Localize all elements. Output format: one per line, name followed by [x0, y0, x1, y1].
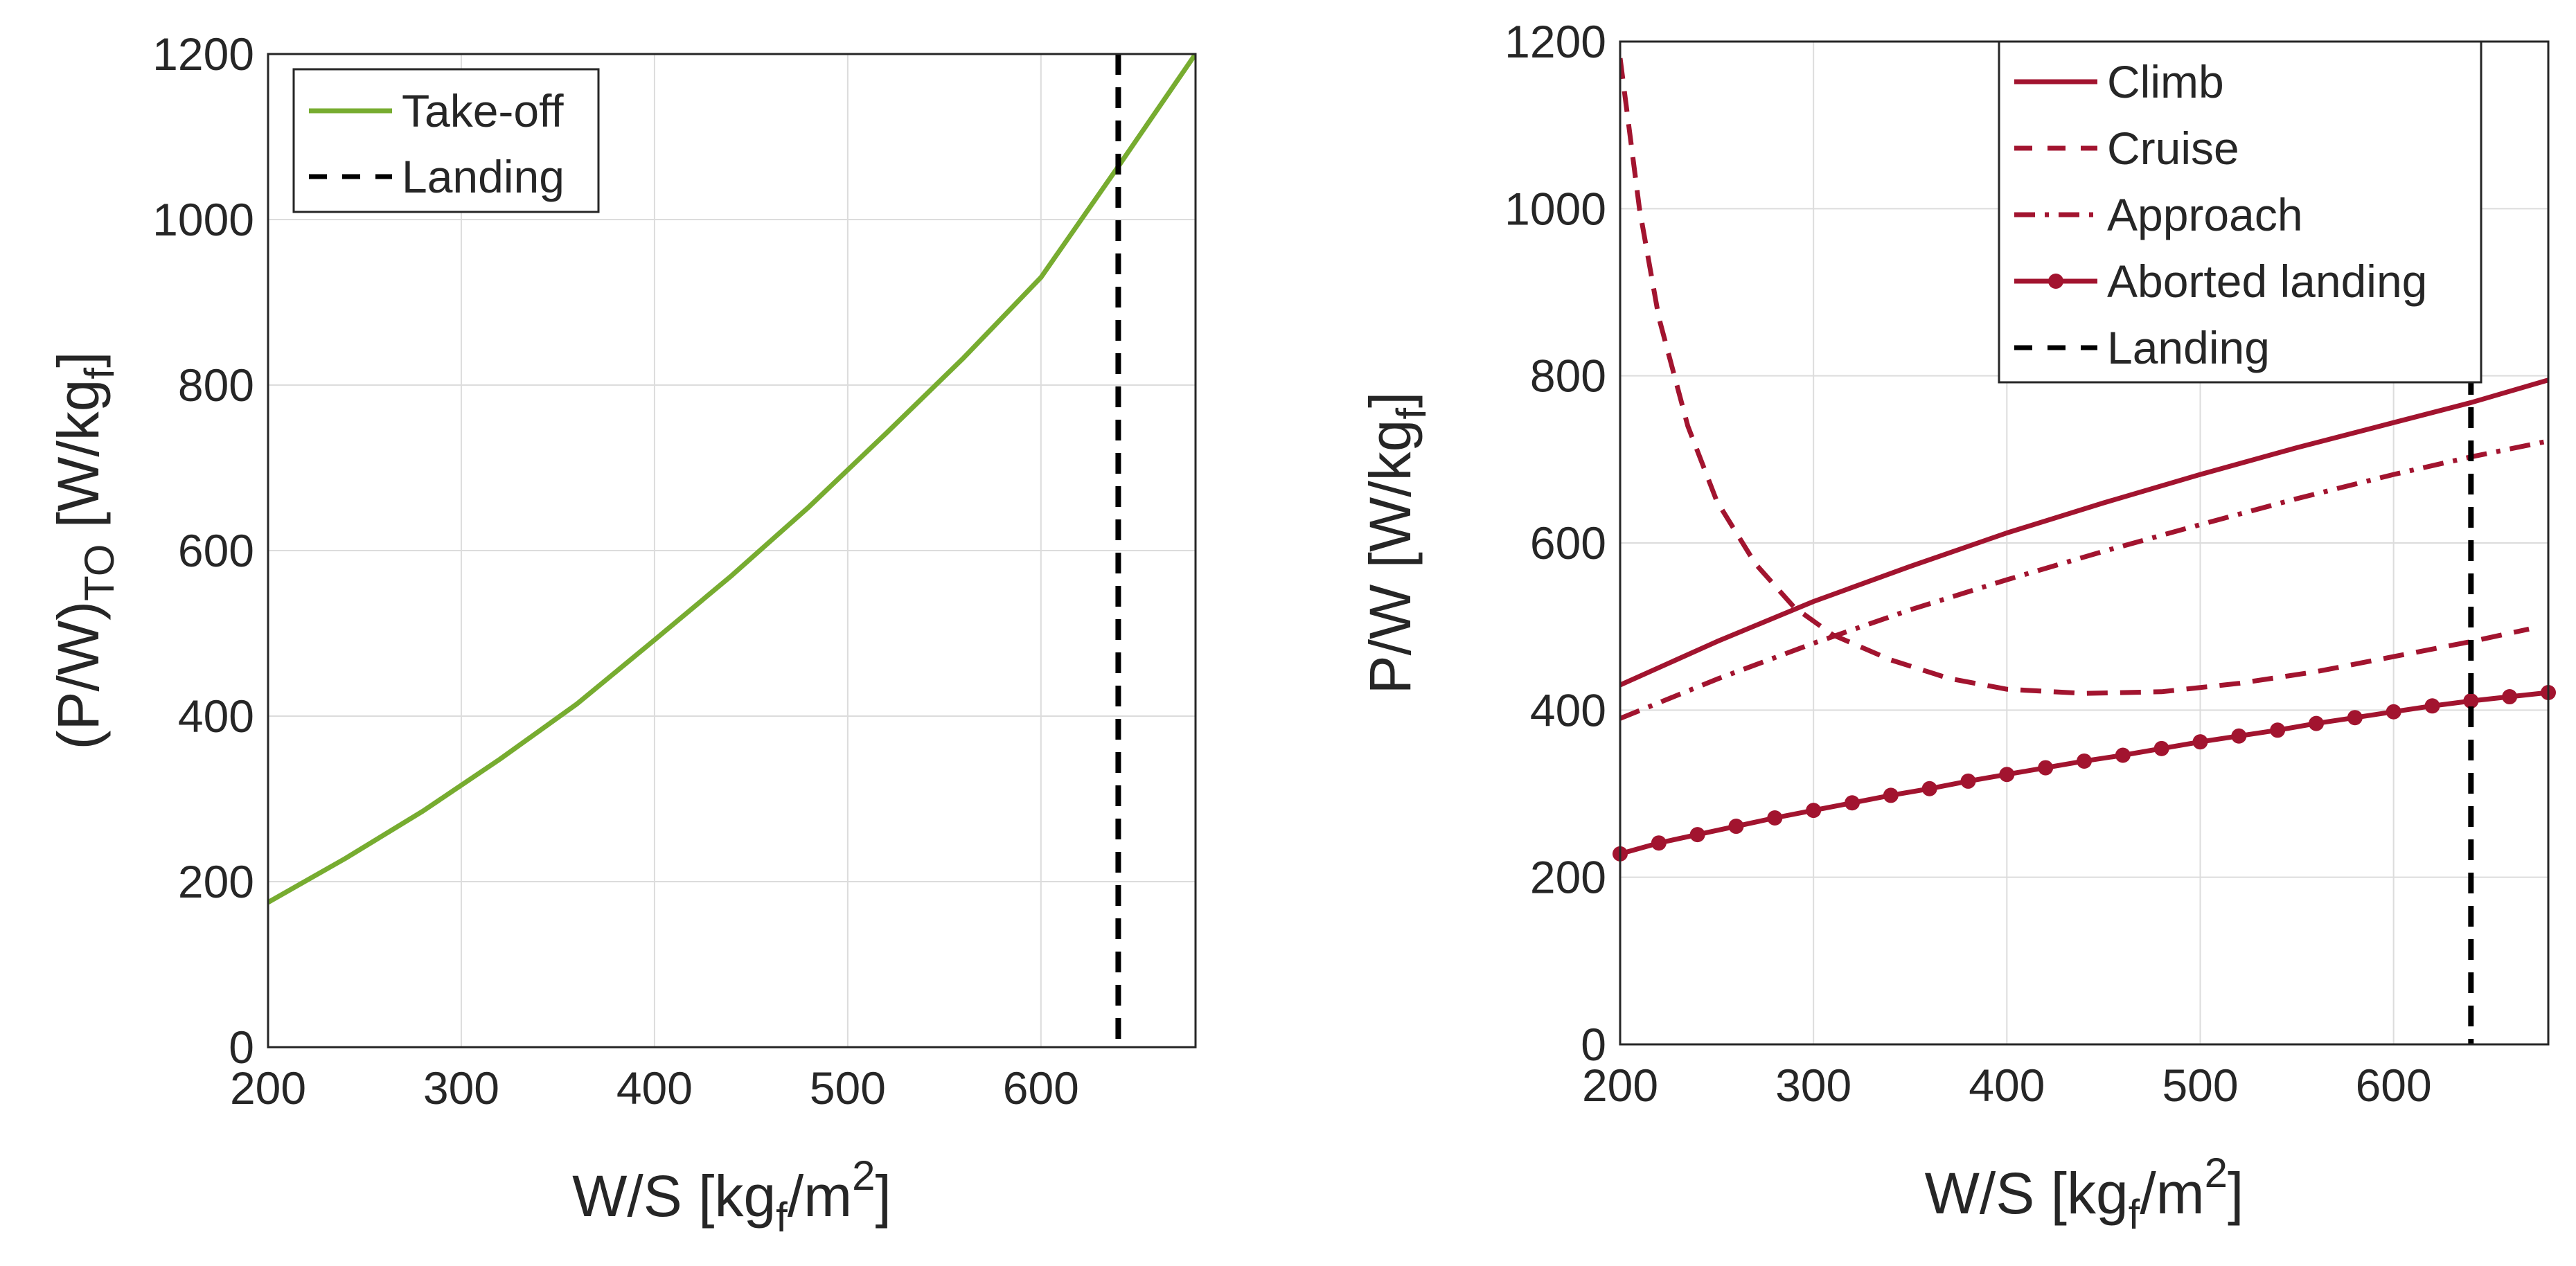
chart-right-constraints: 200 300 400 500 600020040060080010001200W/S … — [1358, 16, 2556, 1238]
series-aborted-landing-point — [1767, 810, 1783, 826]
y-tick-label: 800 — [1530, 350, 1606, 402]
x-axis-label: W/S [kgf/m2] — [1925, 1150, 2244, 1238]
chart-left-takeoff: 200 300 400 500 600020040060080010001200W/S … — [46, 28, 1197, 1240]
series-aborted-landing-point — [2231, 728, 2247, 744]
series-aborted-landing-point — [2309, 715, 2324, 731]
legend-aborted-landing-marker — [2048, 274, 2063, 289]
series-aborted-landing-point — [1728, 819, 1744, 835]
legend-landing-label: Landing — [2107, 322, 2270, 373]
y-tick-label: 800 — [178, 359, 254, 411]
series-aborted-landing-point — [1883, 787, 1899, 803]
x-tick-label: 400 — [616, 1062, 693, 1114]
x-tick-label: 300 — [423, 1062, 499, 1114]
y-axis-label: P/W [W/kgf] — [1358, 392, 1434, 695]
series-climb-line — [1620, 377, 2548, 688]
x-tick-label: 500 — [2162, 1060, 2238, 1111]
y-tick-label: 200 — [1530, 852, 1606, 903]
series-cruise-line — [1620, 57, 2530, 696]
legend-aborted-landing-label: Aborted landing — [2107, 256, 2427, 307]
series-aborted-landing-point — [1999, 767, 2015, 783]
legend-box — [292, 68, 600, 213]
y-tick-label: 200 — [178, 856, 254, 907]
series-aborted-landing-point — [1651, 835, 1667, 851]
x-tick-label: 600 — [1003, 1062, 1079, 1114]
series-take-off-line — [268, 54, 1196, 904]
x-tick-label: 200 — [1582, 1060, 1658, 1111]
y-tick-label: 600 — [1530, 517, 1606, 569]
x-tick-label: 600 — [2356, 1060, 2432, 1111]
legend-take-off-label: Take-off — [402, 85, 564, 136]
y-tick-label: 1000 — [1504, 183, 1606, 234]
y-tick-label: 0 — [229, 1022, 254, 1073]
series-aborted-landing-point — [1806, 803, 1822, 819]
y-tick-label: 0 — [1581, 1019, 1606, 1070]
x-tick-label: 500 — [810, 1062, 886, 1114]
y-tick-label: 600 — [178, 525, 254, 576]
series-aborted-landing-point — [2038, 760, 2054, 776]
series-aborted-landing-point — [2502, 689, 2518, 705]
y-tick-label: 400 — [1530, 684, 1606, 735]
series-aborted-landing-point — [2424, 698, 2440, 714]
series-aborted-landing-point — [1689, 827, 1705, 843]
y-tick-label: 400 — [178, 690, 254, 742]
series-approach-line — [1620, 438, 2548, 721]
plot-frame — [267, 53, 1197, 1049]
legend-landing-label: Landing — [402, 151, 565, 202]
y-tick-label: 1200 — [152, 28, 254, 80]
series-aborted-landing-point — [2347, 710, 2363, 726]
series-aborted-landing-line — [1620, 690, 2548, 857]
series-aborted-landing-point — [2077, 753, 2092, 769]
series-aborted-landing-point — [2115, 747, 2131, 763]
legend-cruise-label: Cruise — [2107, 123, 2239, 174]
legend-approach-label: Approach — [2107, 189, 2303, 240]
y-axis-label: (P/W)TO [W/kgf] — [46, 352, 123, 750]
series-aborted-landing-point — [2386, 704, 2401, 720]
y-tick-label: 1200 — [1504, 16, 1606, 67]
x-tick-label: 200 — [230, 1062, 306, 1114]
x-tick-label: 300 — [1775, 1060, 1851, 1111]
series-aborted-landing-point — [2192, 734, 2208, 750]
x-axis-label: W/S [kgf/m2] — [572, 1152, 891, 1240]
series-aborted-landing-point — [1845, 795, 1860, 811]
x-tick-label: 400 — [1969, 1060, 2045, 1111]
series-aborted-landing-point — [2463, 693, 2479, 709]
legend-box — [1998, 40, 2482, 384]
series-aborted-landing-point — [1960, 773, 1976, 789]
series-aborted-landing-point — [2153, 740, 2169, 756]
legend-climb-label: Climb — [2107, 56, 2224, 107]
series-aborted-landing-point — [2270, 722, 2286, 738]
series-aborted-landing-point — [1921, 781, 1937, 796]
y-tick-label: 1000 — [152, 194, 254, 245]
